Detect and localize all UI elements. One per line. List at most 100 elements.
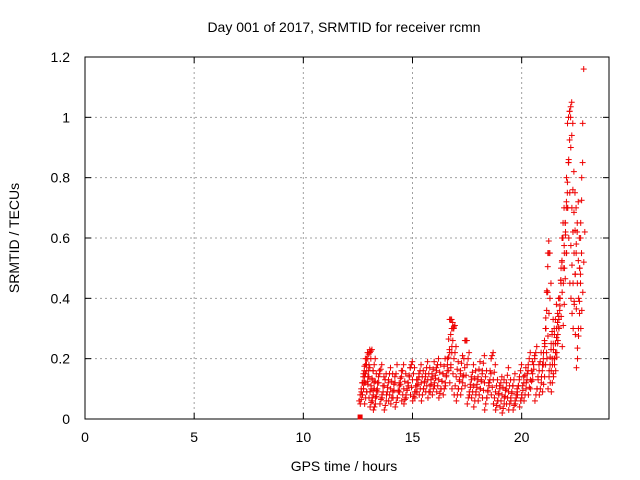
data-point (418, 397, 425, 404)
data-point (381, 406, 388, 413)
data-point (437, 361, 444, 368)
data-point (358, 396, 365, 403)
data-point (529, 358, 536, 365)
data-point (573, 250, 580, 257)
data-point (432, 375, 439, 382)
data-point (447, 361, 454, 368)
data-point (567, 144, 574, 151)
data-point (550, 346, 557, 353)
data-point (461, 364, 468, 371)
data-point (449, 337, 456, 344)
data-point (572, 271, 579, 278)
data-point (577, 325, 584, 332)
data-point (414, 388, 421, 395)
data-point (537, 358, 544, 365)
data-point (458, 360, 465, 367)
x-tick-label: 0 (81, 429, 89, 445)
data-point (443, 372, 450, 379)
data-point (456, 376, 463, 383)
data-point (409, 397, 416, 404)
data-point (375, 379, 382, 386)
data-point (397, 375, 404, 382)
data-point (459, 352, 466, 359)
data-point (496, 385, 503, 392)
data-point (502, 387, 509, 394)
data-point (509, 382, 516, 389)
data-point (402, 370, 409, 377)
data-point (481, 406, 488, 413)
data-point (359, 391, 366, 398)
data-point (419, 391, 426, 398)
data-point (559, 289, 566, 296)
data-point (477, 385, 484, 392)
data-point (529, 370, 536, 377)
data-point (387, 364, 394, 371)
data-point (431, 358, 438, 365)
data-point (421, 378, 428, 385)
data-point (411, 364, 418, 371)
data-point (559, 235, 566, 241)
data-point (512, 400, 519, 407)
data-point (406, 373, 413, 380)
data-point (576, 265, 583, 272)
data-point (367, 348, 374, 355)
data-point (562, 275, 569, 282)
data-point (575, 257, 582, 264)
data-point (573, 364, 580, 371)
data-point (436, 369, 443, 376)
data-point (491, 394, 498, 401)
data-point (360, 385, 367, 392)
data-point (475, 397, 482, 404)
y-tick-label: 0.8 (51, 170, 71, 186)
data-point (561, 301, 568, 308)
data-point (387, 400, 394, 407)
data-point (545, 385, 552, 392)
data-point (561, 265, 568, 272)
data-point (440, 370, 447, 377)
data-point (544, 333, 551, 340)
data-point (462, 382, 469, 389)
data-point (429, 373, 436, 380)
data-point (558, 257, 565, 264)
data-point (433, 367, 440, 374)
data-point (401, 378, 408, 385)
data-point (429, 391, 436, 398)
data-point (449, 370, 456, 377)
data-point (458, 385, 465, 392)
data-point (426, 364, 433, 371)
data-point (377, 366, 384, 373)
y-tick-label: 0 (62, 411, 70, 427)
data-point (385, 397, 392, 404)
data-point (476, 366, 482, 373)
data-point (441, 363, 448, 370)
data-point (382, 402, 389, 409)
data-point (574, 345, 581, 352)
data-point (529, 376, 536, 383)
data-point (578, 250, 585, 257)
data-point (374, 388, 381, 395)
data-point (542, 325, 549, 332)
data-point (370, 406, 377, 413)
data-point (543, 355, 550, 362)
data-point (379, 394, 386, 401)
data-point (386, 391, 393, 398)
data-point (500, 384, 507, 391)
data-point (571, 301, 578, 308)
data-point (487, 367, 494, 374)
data-point (442, 382, 449, 389)
data-point (527, 349, 534, 356)
data-point (553, 334, 560, 341)
data-point (557, 295, 564, 302)
x-tick-label: 5 (190, 429, 198, 445)
data-point (567, 295, 574, 302)
data-point (536, 391, 543, 398)
data-point (454, 366, 461, 373)
data-point (570, 209, 577, 216)
data-point (554, 319, 561, 326)
data-point (449, 319, 456, 326)
data-point (555, 316, 562, 323)
data-point (525, 391, 532, 398)
data-point (488, 355, 495, 362)
data-point (543, 349, 550, 356)
